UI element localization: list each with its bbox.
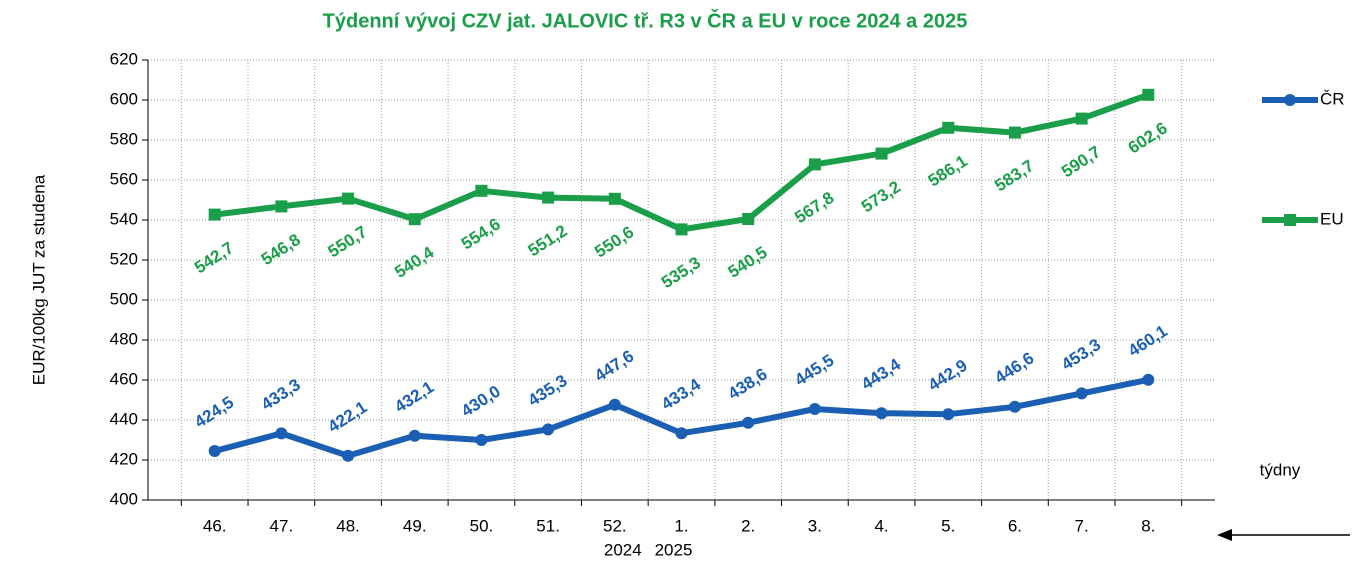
legend-label: ČR (1320, 89, 1345, 108)
x-tick-label: 7. (1075, 516, 1089, 535)
legend-marker (1284, 94, 1296, 106)
x-tick-label: 47. (270, 516, 294, 535)
marker (342, 192, 355, 205)
data-label: 586,1 (925, 151, 971, 190)
marker (1142, 373, 1155, 386)
year-label: 2025 (655, 540, 693, 559)
x-tick-label: 2. (741, 516, 755, 535)
data-label: 550,7 (324, 222, 370, 261)
data-label: 432,1 (391, 377, 437, 416)
x-tick-label: 5. (941, 516, 955, 535)
data-label: 573,2 (858, 177, 904, 216)
data-label: 602,6 (1125, 118, 1171, 157)
marker (1075, 112, 1088, 125)
x-axis-label: týdny (1260, 460, 1301, 479)
data-label: 590,7 (1058, 142, 1104, 181)
marker (475, 184, 488, 197)
y-tick-label: 600 (110, 89, 138, 108)
marker (608, 192, 621, 205)
x-tick-label: 1. (674, 516, 688, 535)
x-tick-label: 50. (470, 516, 494, 535)
chart-title: Týdenní vývoj CZV jat. JALOVIC tř. R3 v … (323, 8, 968, 32)
data-label: 445,5 (791, 351, 837, 390)
marker (475, 434, 488, 446)
data-label: 550,6 (591, 222, 637, 261)
x-tick-label: 3. (808, 516, 822, 535)
series-line (214, 91, 1150, 233)
marker (675, 223, 688, 236)
data-label: 433,3 (258, 375, 304, 414)
data-label: 554,6 (458, 214, 504, 253)
data-label: 446,6 (991, 348, 1037, 387)
data-label: 542,7 (191, 238, 237, 277)
data-label: 540,4 (391, 243, 437, 282)
y-tick-label: 440 (110, 409, 138, 428)
x-tick-label: 6. (1008, 516, 1022, 535)
data-label: 424,5 (191, 393, 237, 432)
marker (1008, 126, 1021, 139)
year-label: 2024 (604, 540, 642, 559)
data-label: 583,7 (991, 156, 1037, 195)
data-label: 442,9 (925, 356, 971, 395)
data-label: 435,3 (525, 371, 571, 410)
x-tick-label: 46. (203, 516, 227, 535)
y-tick-label: 580 (110, 129, 138, 148)
marker (542, 423, 555, 436)
x-tick-label: 8. (1141, 516, 1155, 535)
data-label: 447,6 (591, 346, 637, 385)
y-tick-label: 560 (110, 169, 138, 188)
y-tick-label: 460 (110, 369, 138, 388)
marker (275, 427, 288, 440)
marker (208, 445, 221, 457)
marker (742, 416, 755, 429)
data-label: 567,8 (791, 188, 837, 227)
data-label: 546,8 (258, 230, 304, 269)
marker (408, 429, 421, 442)
data-label: 438,6 (725, 364, 771, 403)
data-label: 422,1 (324, 397, 370, 436)
marker (808, 158, 821, 171)
data-label: 540,5 (725, 243, 771, 282)
y-tick-label: 500 (110, 289, 138, 308)
data-label: 443,4 (858, 355, 904, 394)
marker (275, 200, 288, 213)
marker (408, 213, 421, 226)
x-tick-label: 48. (336, 516, 360, 535)
y-tick-label: 540 (110, 209, 138, 228)
x-tick-label: 49. (403, 516, 427, 535)
legend-marker (1284, 214, 1296, 226)
marker (608, 398, 621, 411)
data-label: 453,3 (1058, 335, 1104, 374)
marker (342, 449, 355, 462)
data-label: 460,1 (1125, 321, 1171, 360)
data-label: 551,2 (525, 221, 571, 260)
x-tick-label: 4. (874, 516, 888, 535)
data-label: 535,3 (658, 253, 704, 292)
y-tick-label: 520 (110, 249, 138, 268)
marker (808, 403, 821, 415)
marker (875, 147, 888, 160)
data-label: 430,0 (458, 382, 504, 421)
y-tick-label: 420 (110, 449, 138, 468)
arrow (1217, 529, 1350, 541)
marker (208, 208, 221, 221)
marker (875, 407, 888, 420)
legend-label: EU (1320, 209, 1344, 228)
marker (942, 408, 955, 421)
marker (942, 121, 955, 134)
marker (1075, 387, 1088, 400)
y-axis-label: EUR/100kg JUT za studena (29, 174, 48, 385)
marker (542, 191, 555, 204)
y-tick-label: 400 (110, 489, 138, 508)
x-tick-label: 52. (603, 516, 627, 535)
y-tick-label: 620 (110, 49, 138, 68)
marker (675, 427, 688, 440)
marker (1008, 400, 1021, 413)
y-tick-label: 480 (110, 329, 138, 348)
marker (742, 213, 755, 225)
x-tick-label: 51. (536, 516, 560, 535)
marker (1142, 88, 1155, 101)
